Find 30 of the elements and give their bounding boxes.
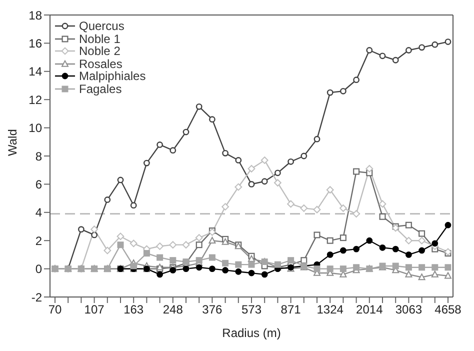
y-tick-label: 12 [28, 92, 42, 107]
x-tick-label: 70 [48, 302, 62, 317]
y-tick-label: 8 [35, 149, 42, 164]
y-tick-label: 18 [28, 8, 42, 22]
x-tick-label: 163 [124, 302, 144, 317]
x-tick-label: 376 [202, 302, 223, 317]
legend-label: Fagales [79, 82, 122, 96]
x-axis-title: Radius (m) [222, 326, 281, 340]
x-tick-label: 2014 [356, 302, 384, 317]
x-tick-label: 871 [280, 302, 302, 317]
y-tick-label: 10 [28, 121, 42, 136]
x-tick-label: 573 [241, 302, 262, 317]
y-tick-label: 16 [28, 36, 42, 50]
y-axis-title: Wald [5, 129, 20, 156]
x-tick-label: 1324 [316, 302, 344, 317]
legend-label: Noble 1 [79, 32, 120, 46]
x-tick-label: 107 [84, 302, 105, 317]
y-tick-label: 6 [35, 177, 42, 192]
y-tick-label: 2 [35, 234, 42, 248]
x-tick-label: 3063 [395, 302, 422, 317]
y-tick-label: 0 [35, 262, 42, 276]
y-tick-label: -2 [31, 290, 42, 304]
legend-label: Quercus [79, 19, 124, 33]
legend-label: Noble 2 [79, 44, 120, 58]
legend-label: Rosales [79, 56, 122, 70]
x-tick-label: 4658 [434, 302, 462, 317]
y-tick-label: 4 [35, 206, 42, 220]
y-tick-label: 14 [28, 64, 42, 79]
x-tick-label: 248 [162, 302, 184, 317]
legend-label: Malpiphiales [79, 69, 146, 83]
